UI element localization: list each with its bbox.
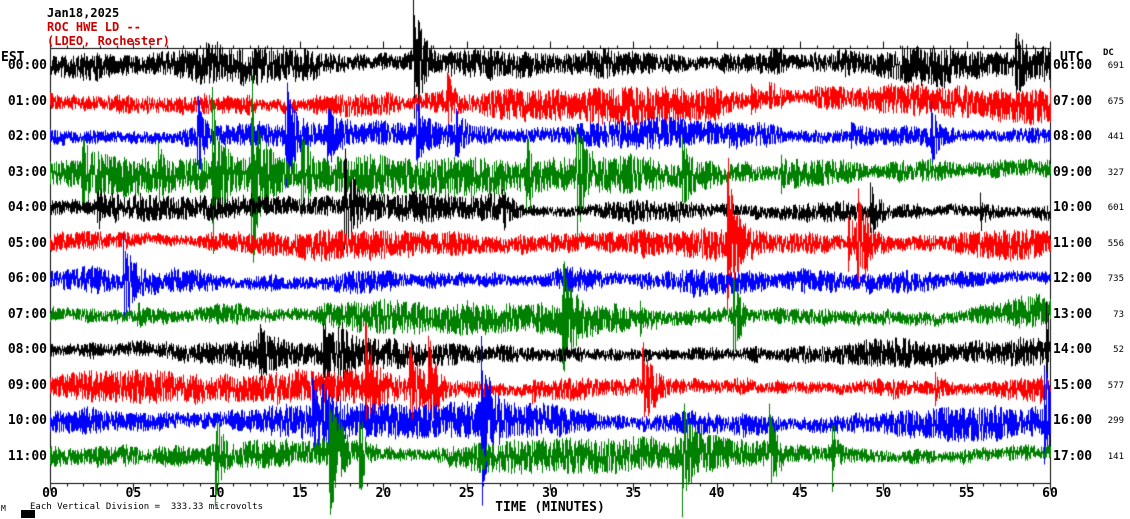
x-tick-label: 40 xyxy=(708,486,725,501)
utc-time-label: 12:00 xyxy=(1053,271,1093,286)
utc-axis-label: UTC xyxy=(1060,50,1084,65)
dc-offset-value: 675 xyxy=(1107,96,1124,107)
x-tick-label: 10 xyxy=(208,486,225,501)
dc-offset-value: 327 xyxy=(1107,167,1124,178)
est-axis-label: EST xyxy=(1,50,25,65)
x-tick-label: 05 xyxy=(125,486,142,501)
utc-time-label: 10:00 xyxy=(1053,200,1093,215)
utc-time-label: 15:00 xyxy=(1053,377,1093,393)
dc-axis-label: DC xyxy=(1103,48,1114,58)
dc-offset-value: 691 xyxy=(1107,61,1124,71)
plot-date: Jan18,2025 xyxy=(47,6,120,20)
utc-time-label: 13:00 xyxy=(1053,306,1093,322)
x-tick-label: 25 xyxy=(458,486,475,501)
dc-offset-value: 577 xyxy=(1107,380,1124,391)
utc-time-label: 08:00 xyxy=(1053,129,1093,144)
scale-note: Each Vertical Division = 333.33 microvol… xyxy=(30,502,263,512)
logo-mark xyxy=(21,510,35,518)
est-time-label: 01:00 xyxy=(7,93,47,109)
x-tick-label: 20 xyxy=(375,486,392,501)
dc-offset-value: 73 xyxy=(1113,309,1124,320)
utc-time-label: 17:00 xyxy=(1053,448,1093,464)
utc-time-label: 16:00 xyxy=(1053,413,1093,428)
x-tick-label: 50 xyxy=(875,486,892,501)
x-tick-label: 35 xyxy=(625,486,642,501)
est-time-label: 06:00 xyxy=(7,271,47,286)
est-time-label: 04:00 xyxy=(7,200,47,215)
est-time-label: 05:00 xyxy=(7,235,47,251)
dc-offset-value: 141 xyxy=(1107,451,1124,462)
dc-offset-value: 601 xyxy=(1107,203,1124,213)
est-time-label: 03:00 xyxy=(7,164,47,180)
est-time-label: 08:00 xyxy=(7,342,47,357)
x-tick-label: 15 xyxy=(292,486,308,501)
x-tick-label: 60 xyxy=(1042,486,1058,501)
dc-offset-value: 556 xyxy=(1107,238,1124,249)
x-tick-label: 30 xyxy=(542,486,558,501)
x-tick-label: 45 xyxy=(792,486,808,501)
corner-mark: M xyxy=(1,504,6,513)
est-time-label: 00:00 xyxy=(7,58,47,73)
dc-offset-value: 299 xyxy=(1107,416,1124,426)
network-name: (LDEO, Rochester) xyxy=(47,34,170,48)
utc-time-label: 06:00 xyxy=(1053,58,1093,73)
utc-time-label: 07:00 xyxy=(1053,93,1093,109)
utc-time-label: 11:00 xyxy=(1053,235,1093,251)
est-time-label: 09:00 xyxy=(7,377,47,393)
dc-offset-value: 441 xyxy=(1107,132,1124,142)
dc-offset-value: 735 xyxy=(1107,274,1124,284)
est-time-label: 02:00 xyxy=(7,129,47,144)
est-time-label: 10:00 xyxy=(7,413,47,428)
utc-time-label: 14:00 xyxy=(1053,342,1093,357)
x-axis-title: TIME (MINUTES) xyxy=(495,500,605,515)
x-tick-label: 55 xyxy=(958,486,975,501)
station-code: ROC HWE LD -- xyxy=(47,20,141,34)
utc-time-label: 09:00 xyxy=(1053,164,1093,180)
dc-offset-value: 52 xyxy=(1113,345,1124,355)
x-tick-label: 00 xyxy=(42,486,58,501)
est-time-label: 07:00 xyxy=(7,306,47,322)
est-time-label: 11:00 xyxy=(7,448,47,464)
